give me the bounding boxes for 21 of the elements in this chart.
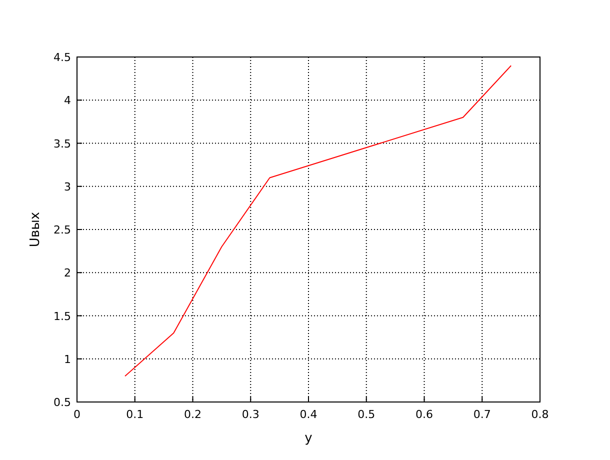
x-tick-label: 0.7 — [473, 408, 491, 421]
x-tick-label: 0.6 — [416, 408, 433, 421]
y-tick-label: 2 — [64, 266, 71, 280]
y-tick-label: 3.5 — [54, 137, 71, 150]
x-tick-label: 0.1 — [126, 408, 144, 421]
x-tick-label: 0.3 — [242, 408, 260, 421]
y-tick-label: 4 — [64, 94, 71, 108]
y-tick-label: 1 — [64, 352, 71, 366]
x-axis-title: y — [304, 431, 313, 446]
y-axis-title: Uвых — [28, 212, 43, 248]
x-tick-label: 0.8 — [531, 408, 549, 421]
y-tick-label: 2.5 — [54, 224, 71, 236]
y-tick-label: 3 — [64, 180, 71, 194]
x-tick-label: 0.4 — [300, 408, 318, 421]
x-tick-label: 0.5 — [358, 408, 376, 421]
x-tick-label: 0 — [74, 408, 80, 421]
y-tick-label: 1.5 — [54, 310, 71, 323]
y-tick-label: 0.5 — [54, 396, 71, 409]
x-tick-label: 0.2 — [184, 408, 202, 421]
line-series — [124, 65, 512, 377]
y-tick-label: 4.5 — [54, 51, 71, 64]
